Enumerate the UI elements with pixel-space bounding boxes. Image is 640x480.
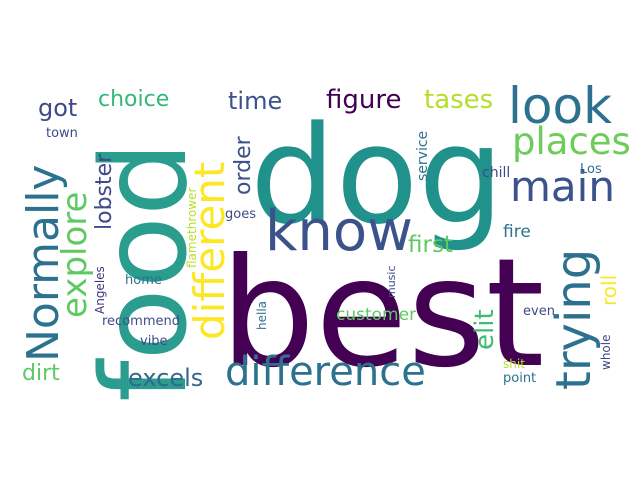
word-Angeles: Angeles: [93, 266, 107, 314]
word-time: time: [228, 87, 282, 115]
word-places: places: [512, 120, 631, 163]
word-Normally: Normally: [18, 165, 69, 362]
word-goes: goes: [225, 207, 256, 222]
word-tases: tases: [424, 85, 493, 115]
word-choice: choice: [98, 87, 169, 112]
word-music: music: [385, 265, 398, 298]
word-dog: dog: [250, 97, 504, 254]
word-different: different: [185, 162, 234, 340]
word-point: point: [503, 371, 536, 386]
word-figure: figure: [326, 85, 401, 115]
word-trying: trying: [546, 249, 602, 390]
word-shit: shit: [503, 357, 525, 371]
word-recommend: recommend: [102, 314, 180, 329]
word-customer: customer: [336, 305, 416, 325]
word-first: first: [408, 232, 453, 258]
word-got: got: [38, 94, 77, 122]
word-dirt: dirt: [22, 361, 60, 386]
word-chill: chill: [482, 165, 510, 181]
word-roll: roll: [597, 275, 621, 306]
word-home: home: [125, 273, 162, 288]
word-order: order: [231, 135, 256, 195]
word-look: look: [508, 77, 612, 135]
word-fire: fire: [503, 222, 531, 242]
word-even: even: [523, 304, 555, 319]
word-whole: whole: [599, 335, 613, 370]
word-flamethrower: flamethrower: [185, 187, 199, 268]
word-elit: elit: [470, 309, 500, 350]
word-town: town: [46, 126, 78, 141]
word-best: best: [220, 227, 544, 401]
word-explore: explore: [55, 192, 95, 318]
word-service: service: [415, 131, 431, 181]
word-know: know: [265, 199, 413, 264]
word-vibe: vibe: [140, 334, 168, 349]
word-Los: Los: [580, 162, 602, 177]
word-main: main: [510, 162, 615, 211]
word-difference: difference: [225, 349, 426, 395]
word-food: food: [75, 141, 213, 402]
word-lobster: lobster: [92, 153, 117, 230]
word-hella: hella: [255, 301, 269, 330]
word-excels: excels: [128, 364, 203, 392]
